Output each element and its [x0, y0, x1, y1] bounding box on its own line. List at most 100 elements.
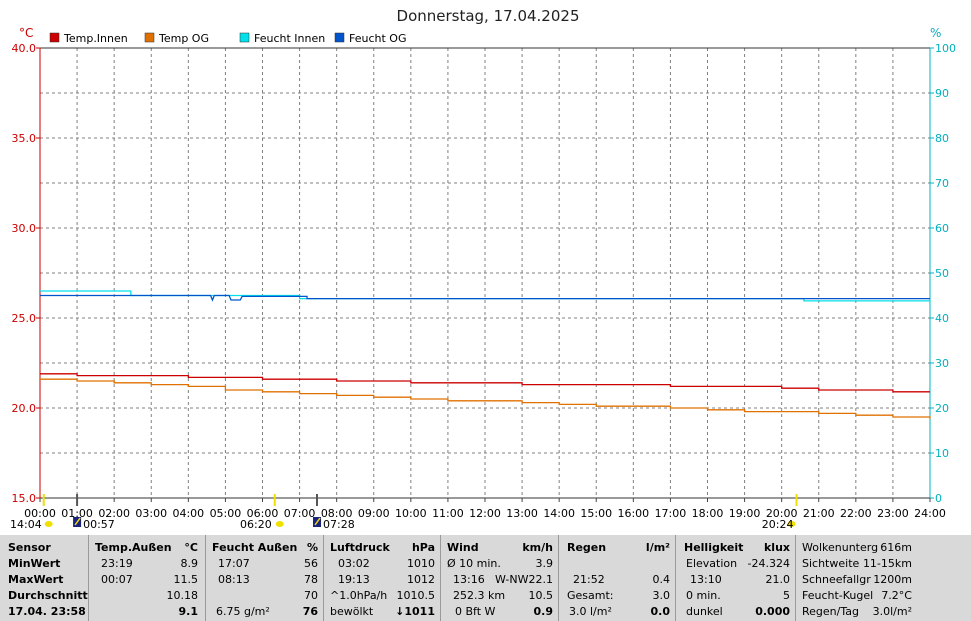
temp-max-time: 00:07 — [101, 573, 133, 586]
temp-current-value: 9.1 — [178, 605, 199, 618]
marker-time-label: 14:04 — [10, 518, 42, 531]
rain-max-time: 21:52 — [573, 573, 605, 586]
y-left-tick-label: 30.0 — [12, 222, 37, 235]
wind-run-value: 10.5 — [528, 589, 554, 602]
weather-line-chart: Donnerstag, 17.04.2025 °C % Temp.Innen Te… — [10, 7, 956, 531]
wind-gust-value: 22.1 — [528, 573, 554, 586]
x-tick-label: 00:00 — [24, 507, 56, 520]
rain-per-day-label: Regen/Tag — [802, 605, 859, 618]
wind-avg10-label: Ø 10 min. — [447, 557, 501, 570]
rain-header: Regen — [567, 541, 607, 554]
y-right-tick-label: 100 — [935, 42, 956, 55]
legend-label: Feucht OG — [349, 32, 406, 45]
cloud-base-label: Wolkenunterg — [802, 541, 879, 554]
series-line-feucht-innen — [40, 290, 930, 302]
x-tick-label: 12:00 — [469, 507, 501, 520]
x-tick-label: 18:00 — [692, 507, 724, 520]
pressure-header: Luftdruck — [330, 541, 390, 554]
y-right-tick-label: 50 — [935, 267, 949, 280]
legend-label: Feucht Innen — [254, 32, 325, 45]
chart-title: Donnerstag, 17.04.2025 — [397, 7, 580, 25]
rain-per-day-value: 3.0l/m² — [872, 605, 912, 618]
y-right-tick-label: 30 — [935, 357, 949, 370]
wet-bulb-label: Feucht-Kugel — [802, 589, 874, 602]
temp-unit: °C — [184, 541, 198, 554]
brightness-max-value: 21.0 — [765, 573, 791, 586]
y-axis-right: 0 10 20 30 40 50 60 70 80 90 100 — [929, 42, 956, 505]
brightness-current-value: 0.000 — [755, 605, 790, 618]
x-tick-label: 11:00 — [432, 507, 464, 520]
temp-avg-value: 10.18 — [166, 589, 199, 602]
y-right-tick-label: 90 — [935, 87, 949, 100]
sensor-header: Sensor — [8, 541, 51, 554]
x-tick-label: 07:00 — [284, 507, 316, 520]
legend-swatch — [144, 32, 155, 43]
humidity-header: Feucht Außen — [212, 541, 298, 554]
maxwert-label: MaxWert — [8, 573, 64, 586]
marker-time-label: 06:20 — [240, 518, 272, 531]
snowline-value: 1200m — [873, 573, 912, 586]
marker-time-label: 00:57 — [83, 518, 115, 531]
x-tick-label: 09:00 — [358, 507, 390, 520]
pressure-max-value: 1012 — [407, 573, 435, 586]
minwert-label: MinWert — [8, 557, 61, 570]
rain-total-label: Gesamt: — [567, 589, 614, 602]
x-tick-label: 20:00 — [766, 507, 798, 520]
chart-grid — [40, 48, 930, 498]
rain-current-value: 0.0 — [650, 605, 671, 618]
y-right-tick-label: 40 — [935, 312, 949, 325]
y-right-unit: % — [930, 26, 941, 40]
y-left-tick-label: 40.0 — [12, 42, 37, 55]
x-tick-label: 23:00 — [877, 507, 909, 520]
humidity-min-time: 17:07 — [218, 557, 250, 570]
pressure-unit: hPa — [411, 541, 435, 554]
legend-label: Temp.Innen — [63, 32, 128, 45]
sun-icon — [44, 521, 53, 527]
x-tick-label: 21:00 — [803, 507, 835, 520]
temp-header: Temp.Außen — [95, 541, 172, 554]
cloud-base-value: 616m — [880, 541, 912, 554]
x-tick-label: 05:00 — [210, 507, 242, 520]
marker-time-label: 07:28 — [323, 518, 355, 531]
chart-series — [40, 290, 931, 419]
current-datetime: 17.04. 23:58 — [8, 605, 86, 618]
y-left-tick-label: 15.0 — [12, 492, 37, 505]
x-tick-label: 16:00 — [617, 507, 649, 520]
x-tick-label: 22:00 — [840, 507, 872, 520]
y-left-tick-label: 20.0 — [12, 402, 37, 415]
sun-moon-markers: 14:04 00:57 06:20 07:28 20:24 — [10, 494, 798, 531]
series-line-feucht-og — [40, 294, 930, 302]
weather-summary-table: Sensor MinWert MaxWert Durchschnitt 17.0… — [0, 535, 971, 621]
x-tick-label: 04:00 — [172, 507, 204, 520]
rain-total-value: 3.0 — [652, 589, 671, 602]
y-right-tick-label: 60 — [935, 222, 949, 235]
temp-max-value: 11.5 — [173, 573, 199, 586]
x-axis: 00:00 01:00 02:00 03:00 04:00 05:00 06:00 07:00… — [24, 498, 946, 520]
x-tick-label: 19:00 — [729, 507, 761, 520]
wind-gust-direction: W-NW — [495, 573, 529, 586]
sunshine-label: 0 min. — [686, 589, 721, 602]
x-tick-label: 15:00 — [580, 507, 612, 520]
elevation-label: Elevation — [686, 557, 738, 570]
y-right-tick-label: 70 — [935, 177, 949, 190]
humidity-current-value: 76 — [302, 605, 318, 618]
brightness-column: Helligkeit klux Elevation -24.324 13:10 21.… — [675, 535, 796, 621]
y-right-tick-label: 0 — [935, 492, 942, 505]
x-tick-label: 02:00 — [98, 507, 130, 520]
rain-max-value: 0.4 — [652, 573, 671, 586]
humidity-avg-value: 70 — [304, 589, 318, 602]
series-line-temp-og — [40, 378, 931, 419]
y-axis-left: 15.0 20.0 25.0 30.0 35.0 40.0 — [12, 42, 41, 505]
y-left-tick-label: 25.0 — [12, 312, 37, 325]
humidity-unit: % — [306, 541, 318, 554]
pressure-trend-value: 1010.5 — [396, 589, 436, 602]
pressure-current-value: ↓1011 — [395, 605, 435, 618]
x-tick-label: 06:00 — [247, 507, 279, 520]
visibility-value: 11-15km — [862, 557, 912, 570]
sensor-column: Sensor MinWert MaxWert Durchschnitt 17.0… — [0, 535, 88, 621]
legend-swatch — [239, 32, 250, 43]
humidity-column: Feucht Außen% 17:07 56 08:13 78 70 6.75 g/… — [205, 535, 324, 621]
y-right-tick-label: 20 — [935, 402, 949, 415]
moon-icon-glyph — [74, 517, 81, 526]
y-right-tick-label: 10 — [935, 447, 949, 460]
